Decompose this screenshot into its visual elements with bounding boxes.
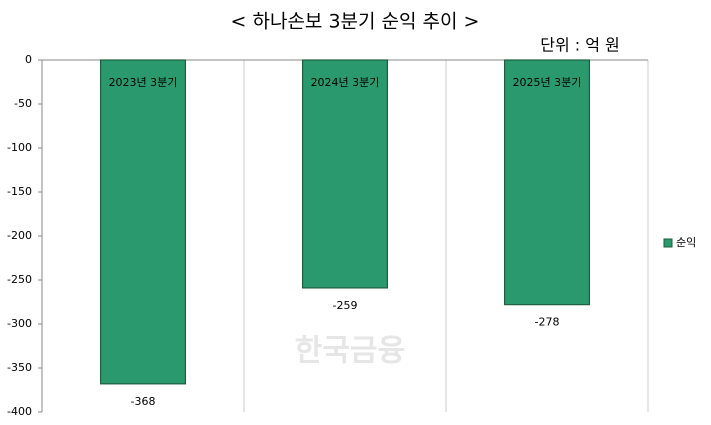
y-tick-label: -100	[7, 141, 32, 154]
bar	[99, 59, 187, 385]
legend-label: 순익	[676, 236, 696, 249]
category-label: 2025년 3분기	[513, 76, 582, 89]
y-tick-label: -50	[14, 97, 32, 110]
y-tick-label: -400	[7, 405, 32, 418]
y-tick-label: -200	[7, 229, 32, 242]
y-tick-label: -300	[7, 317, 32, 330]
category-label: 2023년 3분기	[109, 76, 178, 89]
watermark: 한국금융	[295, 334, 405, 369]
legend-swatch	[663, 238, 673, 248]
bar	[301, 59, 389, 289]
y-tick-label: -250	[7, 273, 32, 286]
chart-title: < 하나손보 3분기 순익 추이 >	[231, 11, 480, 33]
value-label: -368	[131, 395, 156, 408]
y-tick-label: 0	[25, 53, 32, 66]
chart-subtitle: 단위 : 억 원	[540, 36, 620, 55]
y-tick-label: -150	[7, 185, 32, 198]
bar	[503, 59, 591, 306]
y-tick-label: -350	[7, 361, 32, 374]
category-label: 2024년 3분기	[311, 76, 380, 89]
value-label: -259	[333, 299, 358, 312]
value-label: -278	[535, 316, 560, 329]
